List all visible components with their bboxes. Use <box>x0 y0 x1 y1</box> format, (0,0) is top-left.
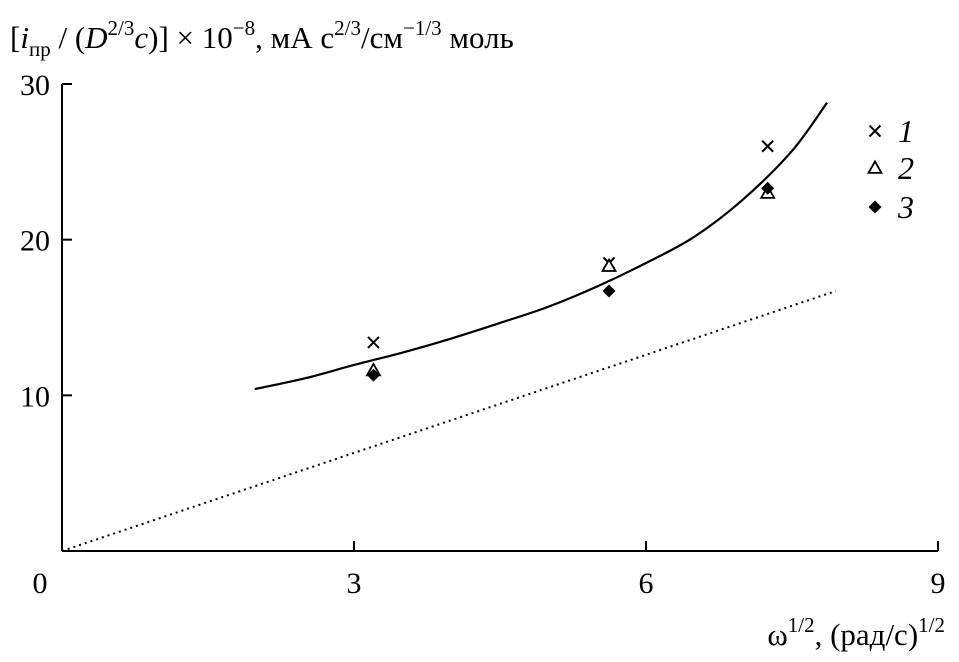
y-title-sup-unit: 2/3 <box>334 16 361 40</box>
y-axis-title: [iпр / (D2/3c)] × 10−8, мА с2/3/см−1/3 м… <box>10 16 514 61</box>
x-tick-label-9: 9 <box>931 567 946 600</box>
x-title-unit: , (рад/с) <box>815 617 919 652</box>
x-tick-label-6: 6 <box>639 567 654 600</box>
solid-curve-0 <box>254 102 828 391</box>
x-tick-label-3: 3 <box>347 567 362 600</box>
y-title-unit-c: моль <box>442 20 514 55</box>
axis-ticks: 0 3 6 9 10 20 30 <box>20 69 946 600</box>
legend-marker-1 <box>868 124 882 138</box>
legend-label-2: 2 <box>898 150 914 186</box>
legend-label-1: 1 <box>898 113 914 149</box>
y-tick-label-20: 20 <box>20 225 50 258</box>
y-title-sup-unit2: −1/3 <box>403 16 442 40</box>
y-title-unit-b: /см <box>361 20 403 55</box>
dotted-line-1 <box>61 290 837 552</box>
x-title-base: ω <box>767 617 787 652</box>
series-1-point-2-stroke-b <box>761 140 774 153</box>
y-title-open: [ <box>10 20 20 55</box>
axes <box>61 84 938 552</box>
fit-curves <box>61 102 837 552</box>
x-axis-title: ω1/2, (рад/с)1/2 <box>767 613 945 652</box>
y-title-var-d: D <box>84 20 107 55</box>
series-3-point-0 <box>366 368 380 382</box>
y-title-var-c: c <box>134 20 148 55</box>
y-title-sup-d: 2/3 <box>108 16 135 40</box>
series-3-point-1 <box>602 284 616 298</box>
series-3-point-2 <box>761 181 775 195</box>
y-title-unit-a: , мА с <box>255 20 334 55</box>
y-tick-label-30: 30 <box>20 69 50 102</box>
legend-marker-2 <box>866 159 884 174</box>
legend-marker-1-stroke-b <box>868 124 882 138</box>
y-title-sup-exp: −8 <box>233 16 255 40</box>
legend-label-3: 3 <box>897 189 914 225</box>
series-1-point-2 <box>761 140 774 153</box>
y-title-close: )] × 10 <box>148 20 233 55</box>
x-tick-label-0: 0 <box>33 567 48 600</box>
legend-marker-3 <box>868 200 882 214</box>
series-2-point-1 <box>600 257 618 272</box>
x-title-sup: 1/2 <box>788 613 815 637</box>
y-title-sub: пр <box>29 37 51 61</box>
x-title-sup-unit: 1/2 <box>918 613 945 637</box>
y-title-mid: / ( <box>51 20 85 55</box>
data-points <box>365 140 776 382</box>
y-title-var-i: i <box>20 20 29 55</box>
series-1-point-0 <box>367 336 380 349</box>
series-1-point-0-stroke-b <box>367 336 380 349</box>
y-tick-label-10: 10 <box>20 380 50 413</box>
legend: 123 <box>866 113 914 225</box>
